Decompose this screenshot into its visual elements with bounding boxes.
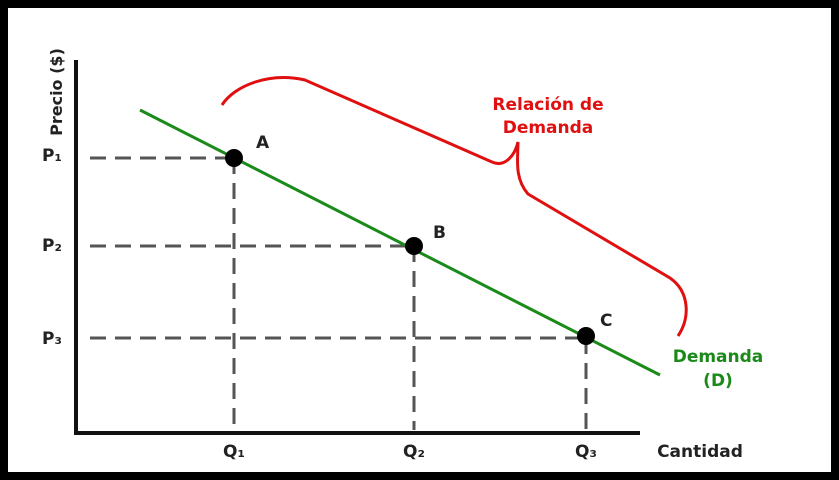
brace-label: Relación de — [492, 95, 603, 115]
curve-label: Demanda — [673, 347, 764, 367]
price-label: P₁ — [42, 146, 62, 166]
quantity-label: Q₃ — [575, 442, 597, 462]
point — [405, 237, 423, 255]
x-axis-label: Cantidad — [657, 442, 743, 462]
quantity-label: Q₁ — [223, 442, 245, 462]
point-label: C — [600, 311, 612, 331]
y-axis-label: Precio ($) — [47, 48, 66, 136]
price-guides — [90, 156, 586, 340]
price-label: P₂ — [42, 236, 62, 256]
price-label: P₃ — [42, 329, 62, 349]
quantity-label: Q₂ — [403, 442, 425, 462]
quantity-guides — [232, 158, 588, 430]
point-label: A — [256, 133, 270, 153]
point-label: B — [433, 223, 446, 243]
point — [577, 327, 595, 345]
brace — [220, 76, 688, 337]
curve-label: (D) — [703, 371, 733, 391]
point — [225, 149, 243, 167]
brace-label: Demanda — [503, 118, 594, 138]
